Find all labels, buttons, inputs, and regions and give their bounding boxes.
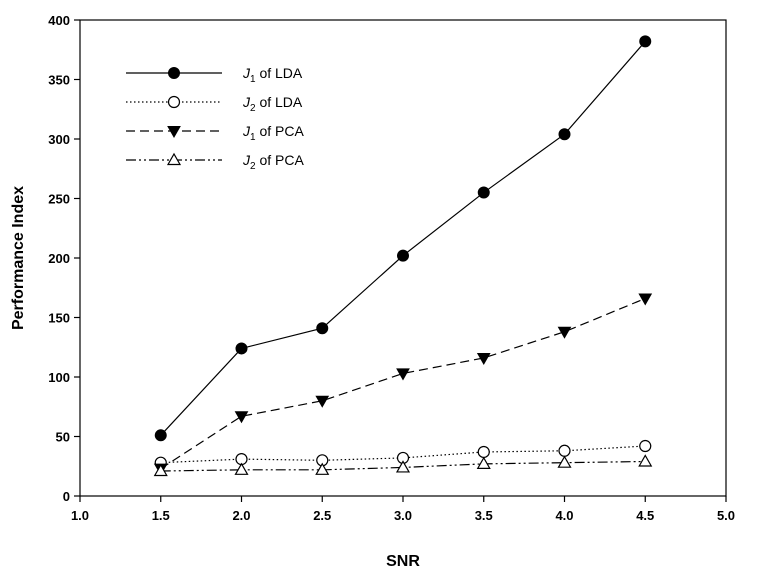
y-tick-label: 200 [48,251,70,266]
legend-marker [166,152,182,166]
data-point [477,186,490,199]
x-tick-label: 1.0 [71,508,89,523]
y-tick-label: 100 [48,370,70,385]
series-4 [153,454,653,477]
y-tick-label: 300 [48,132,70,147]
data-point [395,460,411,473]
legend-entry: J2 of PCA [126,152,304,172]
data-point [557,326,572,339]
legend-label: J2 of PCA [242,152,304,172]
legend-marker [167,95,181,109]
data-point [396,368,410,381]
y-tick-label: 150 [48,311,70,326]
data-point [639,439,652,453]
x-tick-label: 4.5 [636,508,654,523]
y-tick-label: 250 [48,192,70,207]
x-tick-label: 2.0 [232,508,250,523]
data-point [235,342,248,355]
data-point [477,445,490,459]
data-point [558,444,571,457]
x-axis-title: SNR [386,553,420,570]
data-point [476,352,491,365]
series-3 [153,293,653,476]
y-tick-label: 0 [63,489,70,504]
legend-label: J1 of PCA [242,123,304,143]
chart-legend: J1 of LDA J2 of LDA J1 of PCA J2 of PCA [126,65,304,172]
x-tick-label: 2.5 [313,508,331,523]
data-point [154,429,167,442]
data-point [234,411,249,424]
x-tick-label: 1.5 [152,508,170,523]
data-point [234,462,249,475]
y-tick-label: 400 [48,13,70,28]
legend-marker [167,126,181,139]
legend-entry: J2 of LDA [126,94,303,114]
series-1 [154,35,652,442]
series-line [160,297,646,470]
data-point [638,293,653,306]
legend-entry: J1 of PCA [126,123,304,143]
x-tick-label: 4.0 [555,508,573,523]
data-point [638,454,653,467]
data-point [476,456,491,469]
y-axis-title: Performance Index [10,186,27,330]
data-point [558,128,571,141]
x-tick-label: 5.0 [717,508,735,523]
legend-entry: J1 of LDA [126,65,303,85]
data-point [153,463,168,477]
chart-series [153,35,653,477]
legend-label: J1 of LDA [242,65,303,85]
data-point [315,462,330,475]
data-point [316,322,329,335]
y-tick-label: 50 [56,430,70,445]
data-point [557,455,572,468]
data-point [315,395,330,408]
x-tick-label: 3.0 [394,508,412,523]
legend-label: J2 of LDA [242,94,303,114]
chart-axes: 1.0 1.5 2.0 2.5 3.0 3.5 4.0 4.5 5.0 0 50 100 150 200 2… [48,13,735,523]
y-tick-label: 350 [48,73,70,88]
data-point [639,35,652,48]
x-tick-label: 3.5 [475,508,493,523]
data-point [397,249,409,262]
legend-marker [168,67,180,79]
